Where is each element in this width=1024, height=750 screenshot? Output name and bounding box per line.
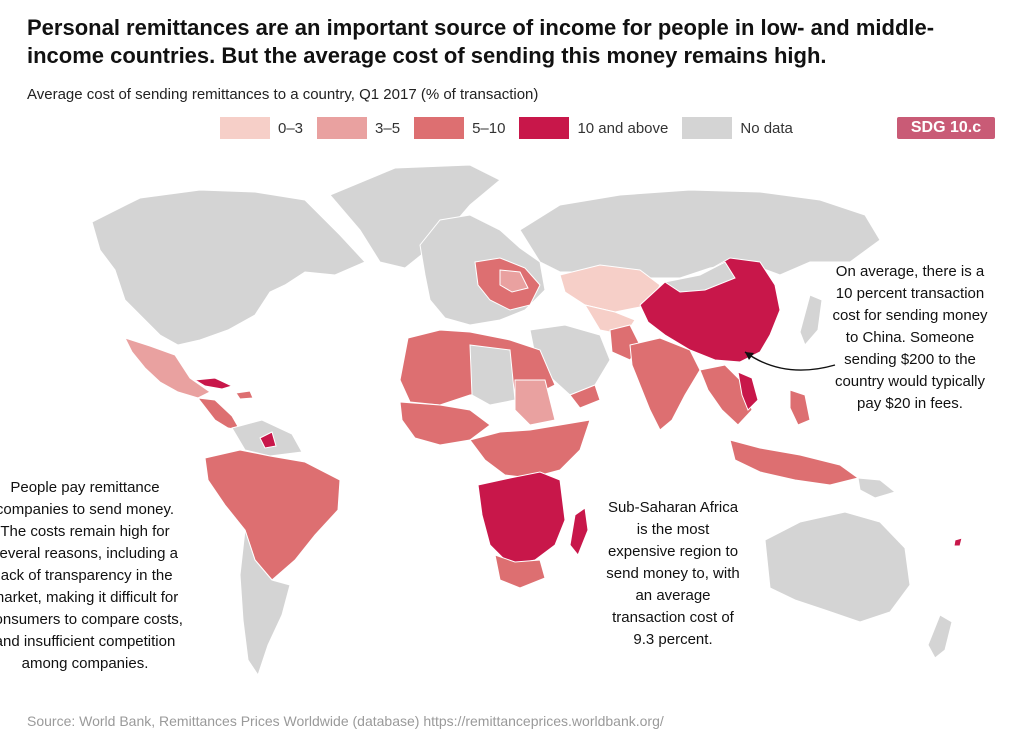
- legend-swatch: [414, 117, 465, 139]
- source-note: Source: World Bank, Remittances Prices W…: [27, 713, 664, 729]
- legend-label: 5–10: [472, 119, 506, 137]
- legend-label: No data: [740, 119, 793, 137]
- region-north-america: [91, 189, 366, 346]
- region-japan: [799, 294, 823, 346]
- region-indonesia: [729, 439, 860, 486]
- legend-item-3-5: 3–5: [317, 117, 414, 139]
- world-map: [91, 164, 963, 677]
- region-mongolia: [663, 261, 736, 293]
- legend-label: 3–5: [375, 119, 401, 137]
- legend-item-5-10: 5–10: [414, 117, 519, 139]
- legend-swatch: [519, 117, 570, 139]
- region-hispaniola: [235, 390, 254, 400]
- china-pointer-arrow: [744, 351, 836, 371]
- region-yemen: [569, 384, 601, 409]
- region-guyana: [259, 431, 277, 449]
- legend: 0–3 3–5 5–10 10 and above No data: [220, 117, 807, 139]
- annotation-africa: Sub-Saharan Africa is the most expensive…: [606, 499, 740, 648]
- region-eastern-europe-light: [499, 269, 529, 293]
- annotation-china: On average, there is a 10 percent transa…: [832, 263, 988, 412]
- region-sudan: [514, 379, 556, 426]
- region-central-america: [196, 397, 241, 431]
- legend-item-10-plus: 10 and above: [519, 117, 682, 139]
- legend-swatch: [220, 117, 270, 139]
- arrowhead: [745, 352, 754, 360]
- legend-item-0-3: 0–3: [220, 117, 317, 139]
- region-southern-africa: [477, 471, 566, 566]
- region-central-africa: [469, 419, 591, 479]
- legend-swatch: [317, 117, 368, 139]
- region-fiji: [953, 537, 963, 547]
- region-new-zealand: [927, 614, 953, 659]
- legend-item-no-data: No data: [682, 117, 807, 139]
- region-philippines: [789, 389, 811, 426]
- legend-label: 0–3: [278, 119, 304, 137]
- region-australia: [764, 511, 911, 623]
- chart-title: Personal remittances are an important so…: [27, 15, 935, 68]
- region-libya-chad: [469, 344, 516, 406]
- region-vietnam: [737, 371, 759, 411]
- region-india: [629, 337, 701, 431]
- region-south-america-south: [239, 529, 291, 677]
- annotation-remittance-costs: People pay remittance companies to send …: [0, 479, 183, 672]
- chart-subtitle: Average cost of sending remittances to a…: [27, 86, 539, 103]
- legend-label: 10 and above: [577, 119, 669, 137]
- region-mexico: [124, 337, 211, 399]
- region-south-america: [204, 449, 341, 581]
- sdg-badge: SDG 10.c: [897, 117, 995, 139]
- region-cuba: [193, 377, 234, 390]
- region-south-africa: [494, 554, 546, 589]
- region-madagascar: [569, 507, 589, 556]
- region-papua: [857, 477, 897, 499]
- legend-swatch: [682, 117, 733, 139]
